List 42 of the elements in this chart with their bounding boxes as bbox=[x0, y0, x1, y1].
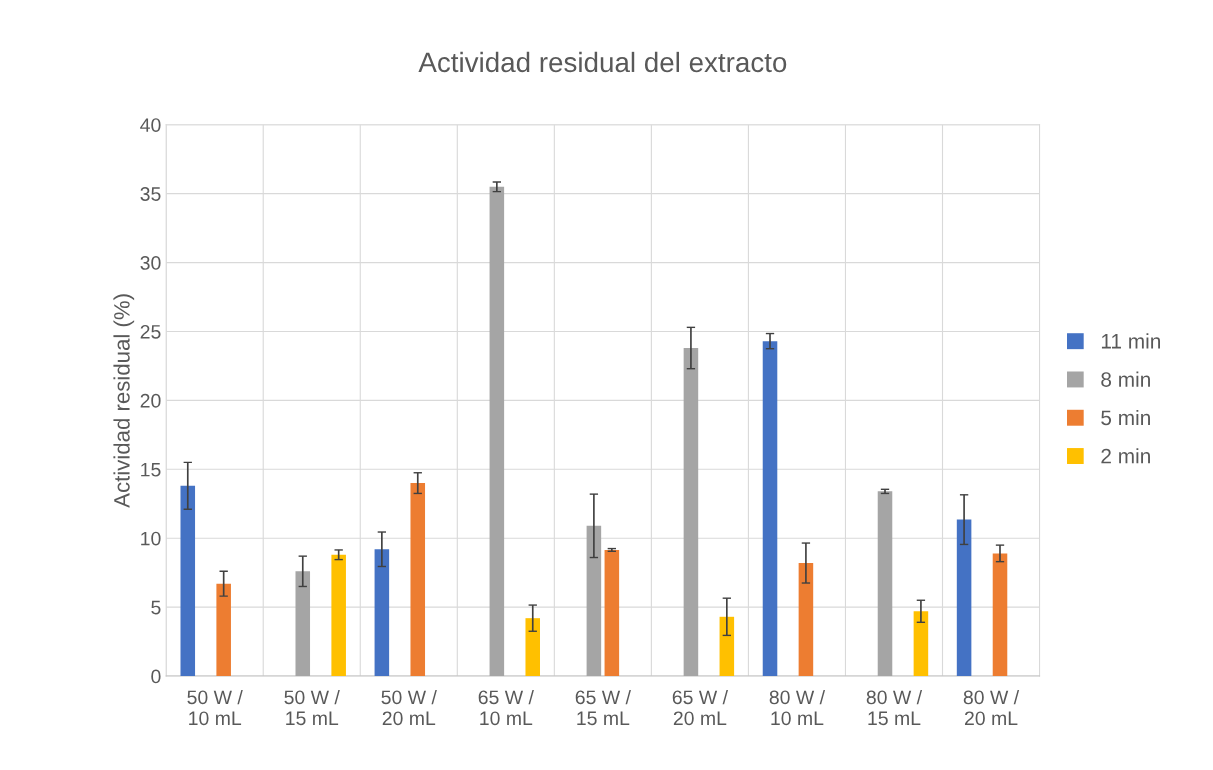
x-tick-label: 50 W / 15 mL bbox=[284, 689, 340, 726]
bar bbox=[216, 583, 231, 677]
x-tick-label: 65 W / 10 mL bbox=[478, 689, 534, 726]
y-tick-label: 10 bbox=[141, 531, 161, 546]
bar bbox=[295, 571, 311, 677]
bar bbox=[525, 618, 541, 677]
x-tick-label: 80 W / 20 mL bbox=[963, 689, 1020, 726]
y-tick-label: 15 bbox=[141, 462, 161, 477]
x-tick-label: 50 W / 10 mL bbox=[187, 689, 243, 726]
bar bbox=[331, 554, 346, 677]
bar bbox=[410, 483, 426, 677]
y-tick-label: 35 bbox=[140, 187, 161, 201]
bar bbox=[374, 549, 390, 677]
bar bbox=[877, 491, 893, 677]
x-tick-label: 65 W / 15 mL bbox=[575, 689, 631, 726]
bar bbox=[586, 525, 602, 677]
y-tick-label: 40 bbox=[140, 118, 161, 132]
x-tick-label: 65 W / 20 mL bbox=[672, 689, 728, 726]
legend-label: 2 min bbox=[1101, 448, 1150, 464]
bar bbox=[798, 563, 814, 677]
bar bbox=[683, 348, 699, 677]
bar bbox=[992, 553, 1008, 677]
bar bbox=[913, 611, 929, 677]
x-tick-label: 50 W / 20 mL bbox=[381, 689, 437, 726]
chart-title: Actividad residual del extracto bbox=[418, 51, 787, 73]
bar bbox=[604, 549, 620, 677]
x-tick-label: 80 W / 15 mL bbox=[866, 689, 923, 726]
y-tick-label: 0 bbox=[151, 669, 161, 684]
y-tick-label: 20 bbox=[140, 393, 161, 408]
y-tick-label: 25 bbox=[140, 324, 161, 339]
bar bbox=[180, 485, 196, 677]
x-tick-label: 80 W / 10 mL bbox=[769, 689, 826, 726]
legend-label: 11 min bbox=[1101, 333, 1160, 349]
legend-label: 8 min bbox=[1101, 371, 1150, 387]
y-tick-label: 5 bbox=[151, 600, 161, 615]
bar bbox=[956, 519, 972, 677]
bar bbox=[719, 616, 735, 677]
bar bbox=[762, 341, 778, 677]
legend-label: 5 min bbox=[1101, 409, 1150, 426]
y-axis-title: Actividad residual (%) bbox=[113, 294, 135, 508]
bar bbox=[489, 186, 505, 677]
y-tick-label: 30 bbox=[140, 256, 161, 270]
